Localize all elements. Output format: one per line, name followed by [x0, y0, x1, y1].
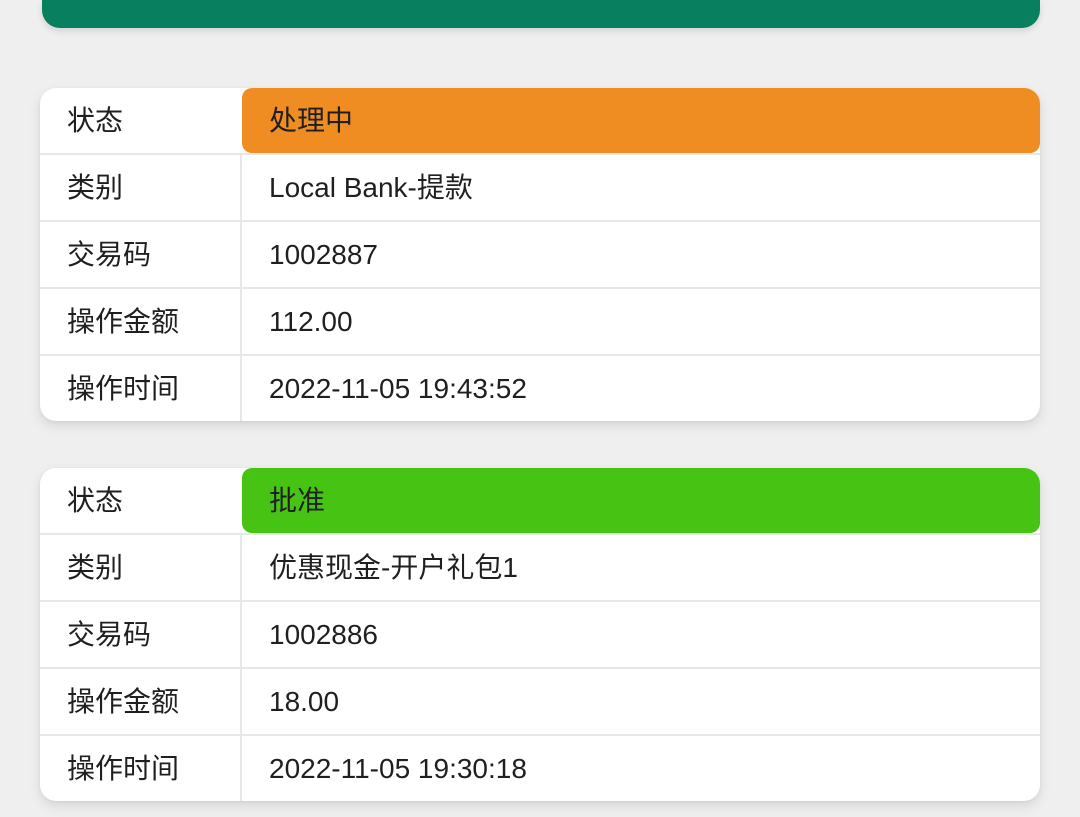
transaction-code-value: 1002886 [269, 618, 379, 650]
amount-field-label: 操作金额 [40, 669, 242, 734]
row-time: 操作时间 2022-11-05 19:30:18 [40, 734, 1040, 801]
transaction-code-field-label: 交易码 [40, 602, 242, 667]
time-field-label: 操作时间 [40, 356, 242, 421]
transaction-card-approved: 状态 批准 类别 优惠现金-开户礼包1 交易码 1002886 操作金额 18.… [40, 468, 1040, 801]
status-badge: 处理中 [242, 88, 1040, 153]
amount-value: 18.00 [269, 685, 340, 717]
status-field-label: 状态 [67, 484, 124, 516]
category-field-label: 类别 [40, 155, 242, 220]
transaction-code-value: 1002887 [269, 238, 379, 270]
row-category: 类别 优惠现金-开户礼包1 [40, 533, 1040, 600]
time-value: 2022-11-05 19:30:18 [269, 752, 527, 784]
status-badge: 批准 [242, 468, 1040, 533]
row-transaction-code: 交易码 1002887 [40, 220, 1040, 287]
transaction-card-processing: 状态 处理中 类别 Local Bank-提款 交易码 1002887 操作金额… [40, 88, 1040, 421]
row-amount: 操作金额 112.00 [40, 287, 1040, 354]
time-field-label: 操作时间 [40, 736, 242, 801]
row-category: 类别 Local Bank-提款 [40, 153, 1040, 220]
row-transaction-code: 交易码 1002886 [40, 600, 1040, 667]
row-status: 状态 批准 [40, 468, 1040, 533]
category-value: 优惠现金-开户礼包1 [269, 551, 518, 583]
transaction-code-field-label: 交易码 [40, 222, 242, 287]
top-bar [42, 0, 1040, 28]
amount-field-label: 操作金额 [40, 289, 242, 354]
category-field-label: 类别 [40, 535, 242, 600]
amount-value: 112.00 [269, 305, 353, 337]
status-field-label: 状态 [67, 104, 124, 136]
row-status: 状态 处理中 [40, 88, 1040, 153]
category-value: Local Bank-提款 [269, 171, 473, 203]
row-time: 操作时间 2022-11-05 19:43:52 [40, 354, 1040, 421]
time-value: 2022-11-05 19:43:52 [269, 372, 527, 404]
row-amount: 操作金额 18.00 [40, 667, 1040, 734]
